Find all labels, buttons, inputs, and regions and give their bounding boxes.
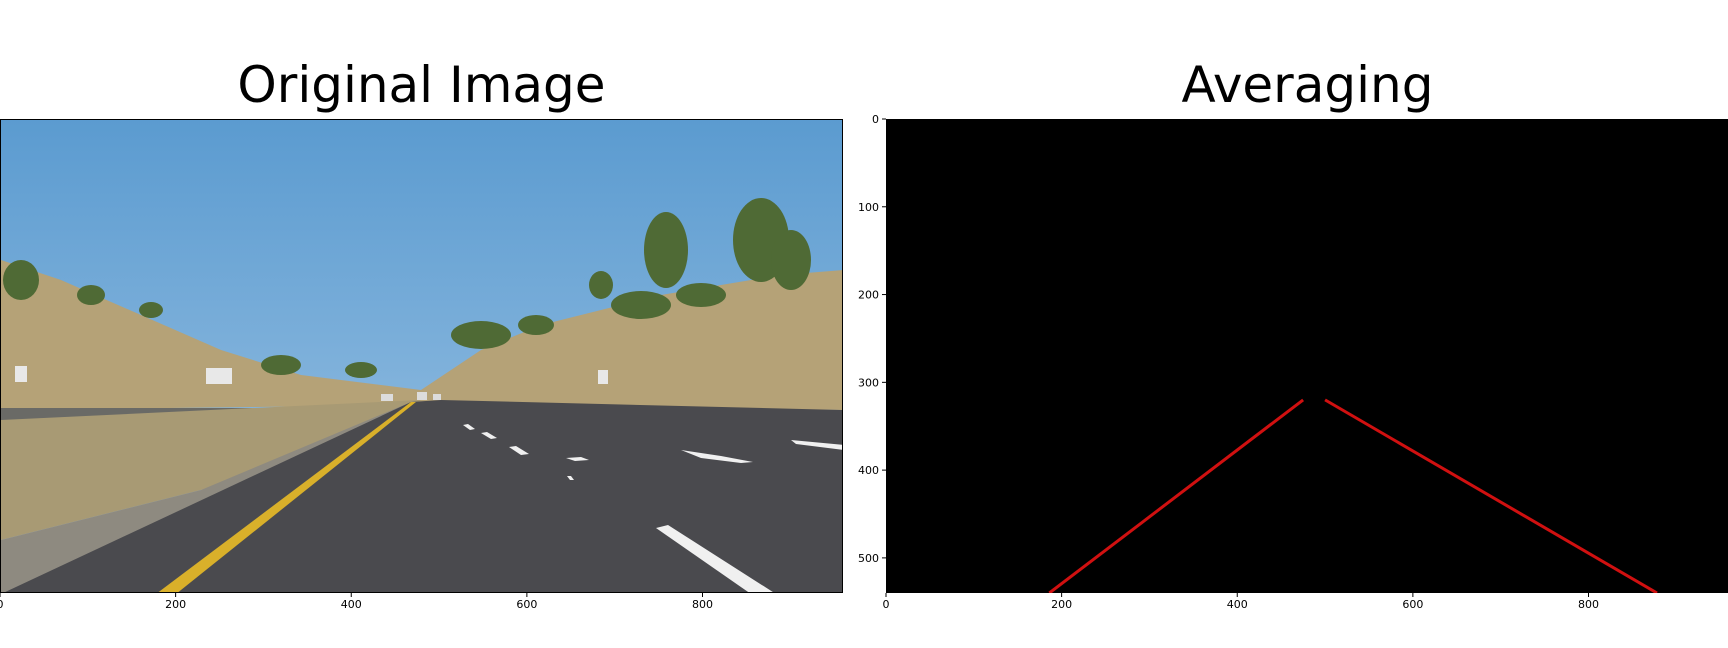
road-surface bbox=[5, 400, 842, 592]
lane-line-2 bbox=[1324, 398, 1658, 593]
lane-line-1 bbox=[1048, 398, 1305, 593]
y-tick-label: 0 bbox=[872, 113, 879, 126]
x-tick-label: 200 bbox=[165, 598, 186, 611]
road-photo bbox=[1, 120, 842, 592]
y-tick-label: 500 bbox=[858, 552, 879, 565]
yellow-lane-line bbox=[158, 402, 416, 592]
x-tick-label: 600 bbox=[516, 598, 537, 611]
x-tick-label: 0 bbox=[883, 598, 890, 611]
road-signs bbox=[15, 366, 608, 384]
x-tick-label: 200 bbox=[1051, 598, 1072, 611]
x-tick-label: 600 bbox=[1402, 598, 1423, 611]
original-image-panel bbox=[0, 119, 843, 593]
x-tick-label: 400 bbox=[341, 598, 362, 611]
x-tick-label: 800 bbox=[1578, 598, 1599, 611]
roadside-grass bbox=[1, 400, 421, 540]
left-hillside bbox=[1, 260, 421, 410]
white-lane-dashes bbox=[463, 424, 842, 592]
x-tick-label: 0 bbox=[0, 598, 4, 611]
averaging-plot bbox=[1048, 398, 1658, 593]
x-tick-label: 400 bbox=[1227, 598, 1248, 611]
trees bbox=[3, 198, 811, 378]
x-tick-label: 800 bbox=[692, 598, 713, 611]
averaging-panel bbox=[886, 119, 1728, 593]
left-panel-title: Original Image bbox=[237, 56, 606, 114]
right-hillside bbox=[421, 270, 842, 410]
distant-vehicles bbox=[381, 392, 441, 401]
y-tick-label: 100 bbox=[858, 201, 879, 214]
right-panel-title: Averaging bbox=[1181, 56, 1434, 114]
y-tick-label: 200 bbox=[858, 289, 879, 302]
y-tick-label: 400 bbox=[858, 464, 879, 477]
y-tick-label: 300 bbox=[858, 376, 879, 389]
